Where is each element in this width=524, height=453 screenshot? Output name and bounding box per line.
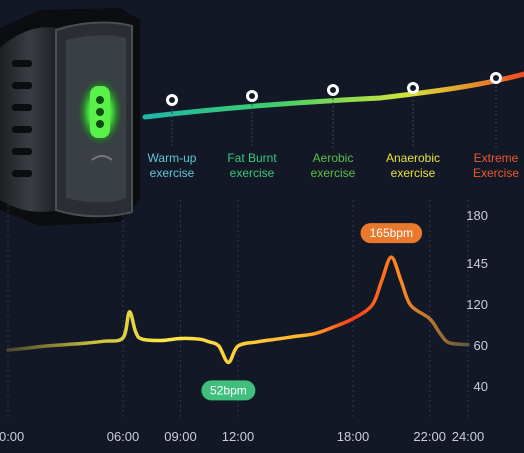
zone-marker-center <box>249 93 255 99</box>
x-tick-label: 09:00 <box>164 429 197 444</box>
x-tick-label: 06:00 <box>107 429 140 444</box>
zone-label-line1: Anaerobic <box>386 151 440 165</box>
zone-label-line2: exercise <box>230 166 275 180</box>
x-tick-label: 24:00 <box>452 429 485 444</box>
y-tick-label: 180 <box>466 208 488 223</box>
max-bpm-badge: 165bpm <box>361 223 423 243</box>
badge-label: 52bpm <box>210 383 247 397</box>
x-tick-label: 00:00 <box>0 429 24 444</box>
heart-rate-line <box>8 257 468 362</box>
y-tick-label: 120 <box>466 297 488 312</box>
zone-marker-center <box>169 97 175 103</box>
x-tick-label: 12:00 <box>222 429 255 444</box>
annotations: 165bpm 52bpm <box>201 223 422 400</box>
zone-label-line2: exercise <box>391 166 436 180</box>
min-bpm-badge: 52bpm <box>201 380 255 400</box>
zone-label-line1: Extreme <box>474 151 519 165</box>
zone-marker-center <box>493 75 499 81</box>
zone-label-line2: exercise <box>311 166 356 180</box>
x-axis-ticks: 00:00 06:00 09:00 12:00 18:00 22:00 24:00 <box>0 429 484 444</box>
zone-label-line1: Fat Burnt <box>227 151 277 165</box>
y-axis-ticks: 180 145 120 60 40 <box>466 208 488 394</box>
zone-label-line2: Exercise <box>473 166 519 180</box>
x-tick-label: 18:00 <box>337 429 370 444</box>
x-tick-label: 22:00 <box>413 429 446 444</box>
y-tick-label: 60 <box>474 338 488 353</box>
fitness-band-image <box>0 8 140 226</box>
heart-rate-series <box>8 257 468 363</box>
badge-label: 165bpm <box>370 226 413 240</box>
y-tick-label: 40 <box>474 379 488 394</box>
zone-marker-center <box>410 85 416 91</box>
zone-label-line2: exercise <box>150 166 195 180</box>
zone-marker-center <box>330 87 336 93</box>
zone-label-line1: Aerobic <box>313 151 354 165</box>
zone-label-line1: Warm-up <box>148 151 197 165</box>
y-tick-label: 145 <box>466 256 488 271</box>
